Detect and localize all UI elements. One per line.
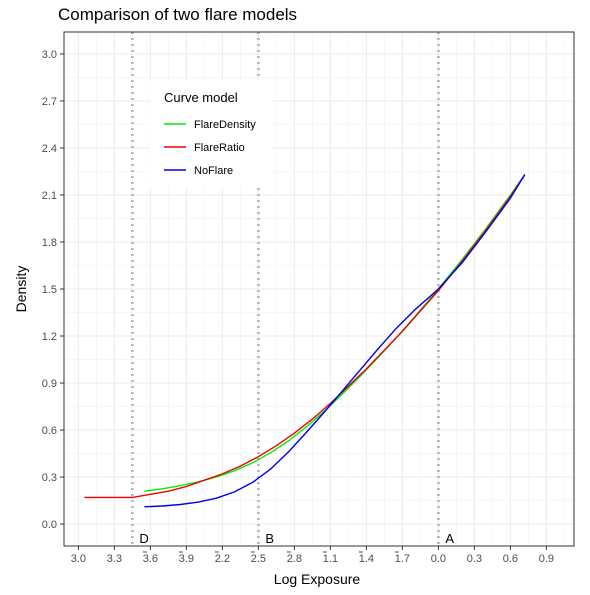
x-tick-label: 3.6 [143, 553, 158, 565]
x-tick-label: 2.8 [287, 553, 302, 565]
reference-label-d: D [139, 531, 148, 546]
series-line-flareratio [84, 174, 526, 499]
x-tick-label: 0.9 [539, 553, 554, 565]
x-tick-label: 0.3 [467, 553, 482, 565]
x-axis-title: Log Exposure [274, 571, 361, 587]
x-tick-label: 3.3 [107, 553, 122, 565]
y-tick-label: 1.2 [42, 331, 57, 343]
legend-label-flaredensity: FlareDensity [194, 119, 256, 131]
x-tick-label: 1.1 [323, 553, 338, 565]
y-tick-label: 2.4 [42, 143, 57, 155]
axes: 3.0 3.3 3.6 3.9 2.2 2.5 2.8 1.1 1.4 1.7 0.0 0.3 0.6 0… [42, 49, 554, 565]
legend: Curve model FlareDensity FlareRatio NoFlar… [150, 80, 272, 188]
legend-label-flareratio: FlareRatio [194, 142, 245, 154]
x-tick-label: 1.7 [395, 553, 410, 565]
x-tick-label: 0.0 [431, 553, 446, 565]
y-tick-label: 2.1 [42, 190, 57, 202]
x-tick-label: 1.4 [359, 553, 374, 565]
reference-label-b: B [265, 531, 274, 546]
legend-title: Curve model [164, 90, 238, 105]
x-tick-label: 2.5 [251, 553, 266, 565]
y-tick-label: 2.7 [42, 96, 57, 108]
legend-label-noflare: NoFlare [194, 165, 233, 177]
x-tick-label: 3.9 [179, 553, 194, 565]
x-tick-label: 0.6 [503, 553, 518, 565]
chart-title: Comparison of two flare models [58, 5, 297, 24]
x-tick-label: 2.2 [215, 553, 230, 565]
y-tick-label: 0.0 [42, 519, 57, 531]
y-tick-label: 1.8 [42, 237, 57, 249]
series-line-noflare [144, 174, 526, 508]
reference-label-a: A [445, 531, 454, 546]
y-tick-label: 3.0 [42, 49, 57, 61]
x-tick-label: 3.0 [71, 553, 86, 565]
y-axis-title: Density [13, 266, 29, 313]
y-tick-label: 1.5 [42, 284, 57, 296]
y-tick-label: 0.3 [42, 472, 57, 484]
y-tick-label: 0.9 [42, 378, 57, 390]
y-tick-label: 0.6 [42, 425, 57, 437]
